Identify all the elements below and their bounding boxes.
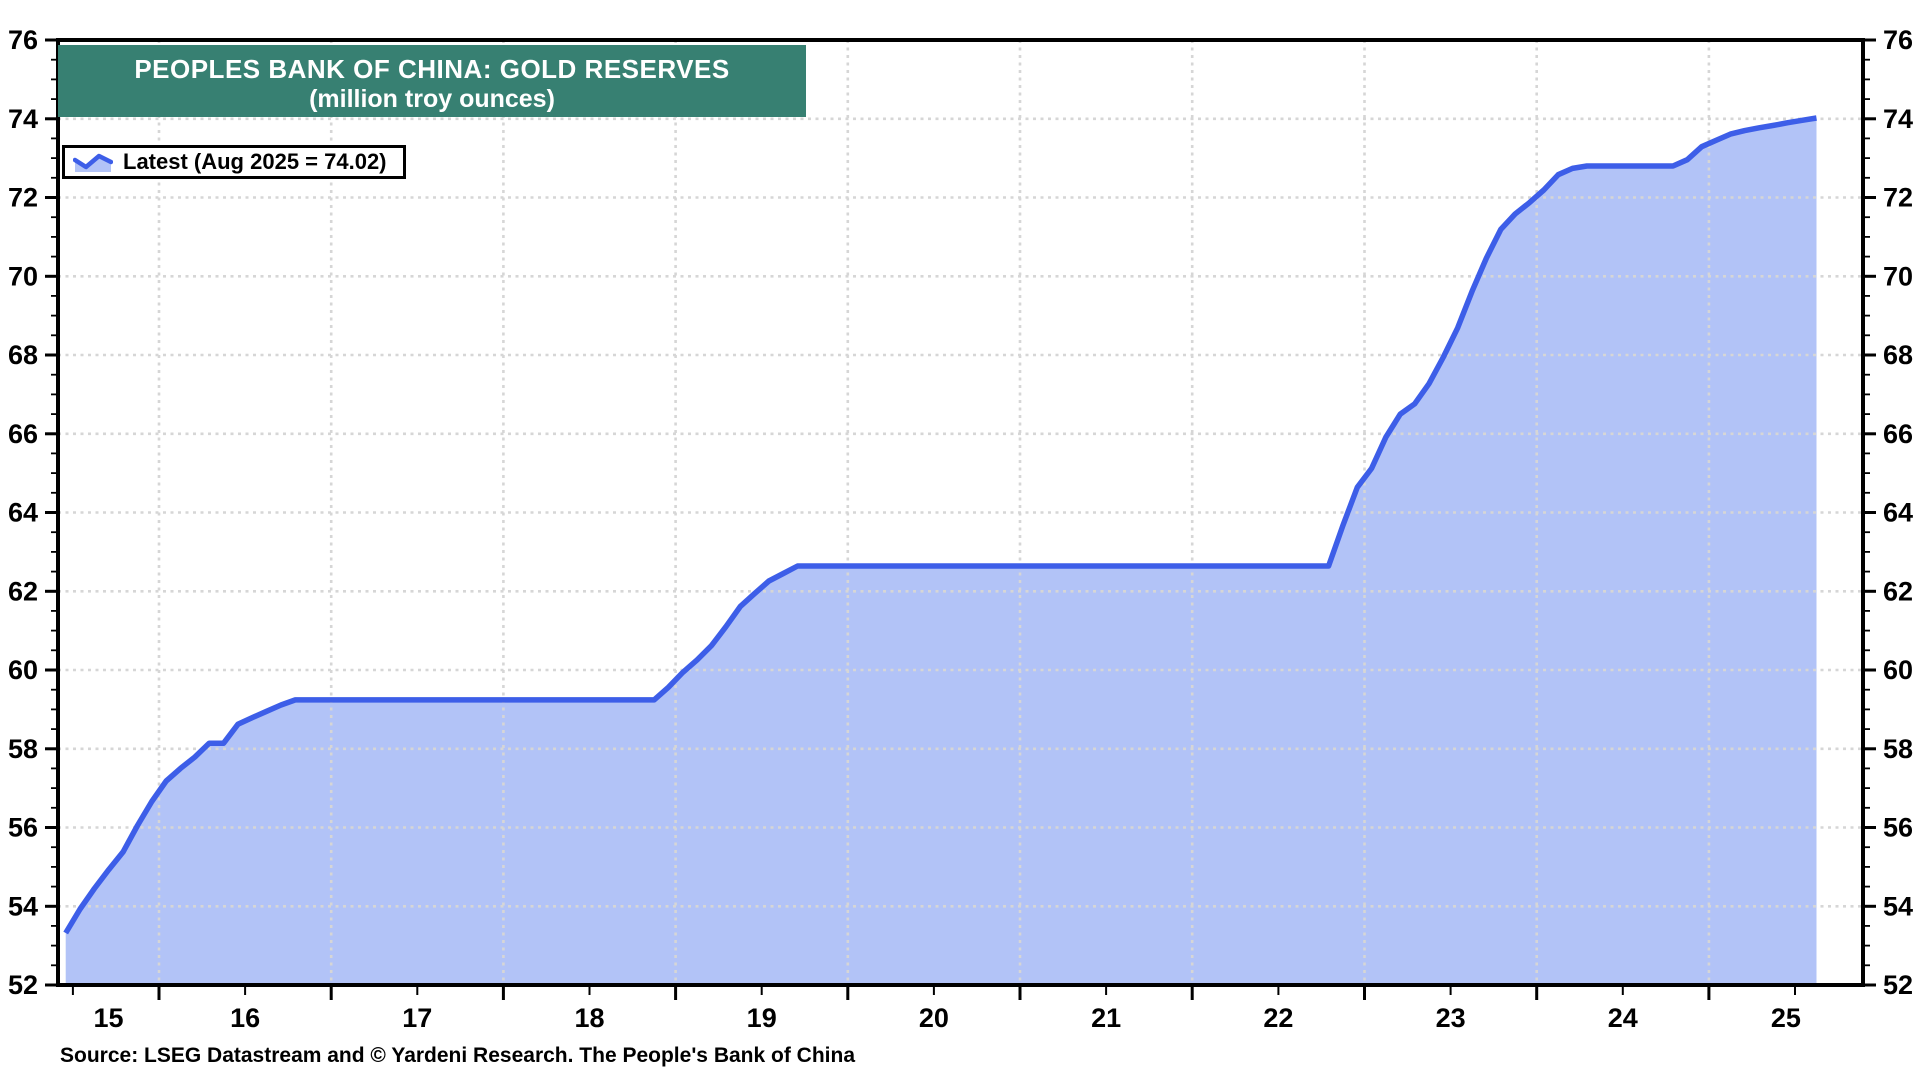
x-axis-tick-label: 21 <box>1091 1003 1121 1033</box>
area-series-icon <box>73 153 113 172</box>
x-axis-tick-label: 16 <box>230 1003 260 1033</box>
y-axis-tick-label-right: 56 <box>1883 813 1913 843</box>
y-axis-tick-label-right: 58 <box>1883 734 1913 764</box>
x-axis-tick-label: 19 <box>747 1003 777 1033</box>
x-axis-tick-label: 25 <box>1771 1003 1801 1033</box>
y-axis-tick-label-left: 64 <box>8 498 38 528</box>
y-axis-tick-label-right: 60 <box>1883 655 1913 685</box>
y-axis-tick-label-left: 66 <box>8 419 38 449</box>
x-axis-tick-label: 22 <box>1263 1003 1293 1033</box>
y-axis-tick-label-right: 74 <box>1883 104 1913 134</box>
y-axis-tick-label-left: 68 <box>8 340 38 370</box>
y-axis-tick-label-left: 56 <box>8 813 38 843</box>
y-axis-tick-label-right: 66 <box>1883 419 1913 449</box>
y-axis-tick-label-right: 64 <box>1883 498 1913 528</box>
legend: Latest (Aug 2025 = 74.02) <box>62 145 406 179</box>
series-area-fill <box>65 118 1817 985</box>
y-axis-tick-label-right: 72 <box>1883 183 1913 213</box>
chart-subtitle: (million troy ounces) <box>309 85 555 113</box>
x-axis-tick-label: 17 <box>402 1003 432 1033</box>
y-axis-tick-label-right: 62 <box>1883 576 1913 606</box>
x-axis-tick-label: 18 <box>574 1003 604 1033</box>
x-axis-tick-label: 15 <box>93 1003 123 1033</box>
y-axis-tick-label-right: 68 <box>1883 340 1913 370</box>
y-axis-tick-label-right: 70 <box>1883 261 1913 291</box>
y-axis-tick-label-left: 54 <box>8 891 38 921</box>
plot-border <box>56 38 1865 987</box>
y-axis-tick-label-right: 52 <box>1883 970 1913 1000</box>
y-axis-tick-label-right: 54 <box>1883 891 1913 921</box>
y-axis-tick-label-left: 70 <box>8 261 38 291</box>
source-note: Source: LSEG Datastream and © Yardeni Re… <box>60 1044 855 1067</box>
y-axis-tick-label-left: 76 <box>8 25 38 55</box>
chart-title: PEOPLES BANK OF CHINA: GOLD RESERVES <box>134 54 730 84</box>
y-axis-tick-label-left: 52 <box>8 970 38 1000</box>
y-axis-tick-label-left: 74 <box>8 104 38 134</box>
y-axis-tick-label-left: 72 <box>8 183 38 213</box>
y-axis-tick-label-left: 58 <box>8 734 38 764</box>
y-axis-tick-label-left: 60 <box>8 655 38 685</box>
x-axis-tick-label: 24 <box>1608 1003 1638 1033</box>
y-axis-tick-label-left: 62 <box>8 576 38 606</box>
y-axis-tick-label-right: 76 <box>1883 25 1913 55</box>
series-line <box>63 115 1817 935</box>
chart-title-box: PEOPLES BANK OF CHINA: GOLD RESERVES (mi… <box>58 45 806 117</box>
legend-label: Latest (Aug 2025 = 74.02) <box>123 149 387 174</box>
x-axis-tick-label: 23 <box>1436 1003 1466 1033</box>
x-axis-tick-label: 20 <box>919 1003 949 1033</box>
